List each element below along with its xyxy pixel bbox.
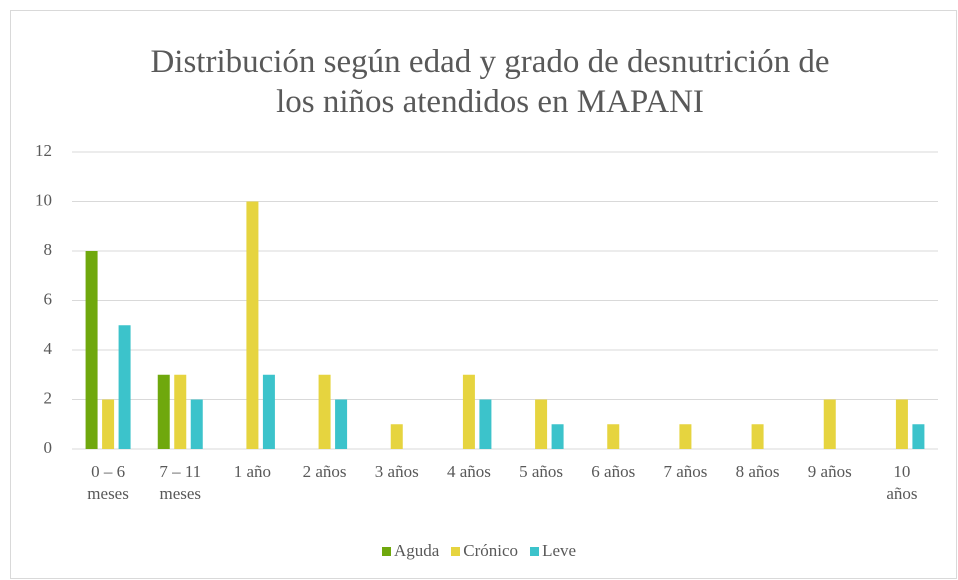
x-tick-label: 2 años: [302, 462, 347, 481]
y-tick-label: 12: [35, 141, 52, 160]
bar: [479, 399, 492, 449]
x-tick-label: 7 años: [663, 462, 708, 481]
bar: [823, 399, 836, 449]
legend-swatch: [381, 547, 391, 556]
bar: [551, 424, 564, 449]
x-tick-label: 9 años: [807, 462, 852, 481]
legend-item: Crónico: [451, 541, 518, 560]
legend-label: Aguda: [393, 541, 440, 560]
bar: [85, 251, 98, 449]
chart-title: Distribución según edad y grado de desnu…: [150, 44, 830, 120]
chart-border: [10, 10, 957, 579]
y-tick-label: 2: [44, 388, 53, 407]
bar: [535, 399, 548, 449]
bar: [174, 374, 187, 449]
bar: [912, 424, 925, 449]
legend-item: Aguda: [381, 541, 440, 560]
bar: [679, 424, 692, 449]
x-tick-label: 3 años: [374, 462, 419, 481]
legend-swatch: [451, 547, 461, 556]
legend-label: Crónico: [463, 541, 519, 560]
y-tick-label: 8: [44, 240, 53, 259]
bar: [190, 399, 203, 449]
bar: [335, 399, 348, 449]
x-tick-label: 6 años: [591, 462, 636, 481]
bar: [462, 374, 475, 449]
bar: [607, 424, 620, 449]
bar: [262, 374, 275, 449]
bar: [895, 399, 908, 449]
y-tick-label: 10: [35, 190, 52, 209]
legend-swatch: [530, 547, 540, 556]
bar: [157, 374, 170, 449]
x-tick-label: 5 años: [519, 462, 564, 481]
bar: [751, 424, 764, 449]
bar: [118, 325, 131, 449]
bar: [318, 374, 331, 449]
y-tick-label: 6: [44, 289, 53, 308]
x-tick-label: 0 – 6 meses: [87, 462, 129, 503]
x-tick-label: 1 año: [233, 462, 272, 481]
x-tick-label: 7 – 11 meses: [159, 462, 202, 503]
bar: [390, 424, 403, 449]
y-tick-label: 0: [44, 438, 53, 457]
bar: [102, 399, 115, 449]
legend: Aguda Crónico Leve: [0, 541, 958, 561]
x-tick-label: 8 años: [735, 462, 780, 481]
y-tick-label: 4: [44, 339, 53, 358]
x-tick-label: 10 años: [886, 462, 918, 503]
bar: [246, 201, 259, 449]
x-tick-label: 4 años: [446, 462, 491, 481]
legend-label: Leve: [542, 541, 577, 560]
legend-item: Leve: [530, 541, 576, 560]
